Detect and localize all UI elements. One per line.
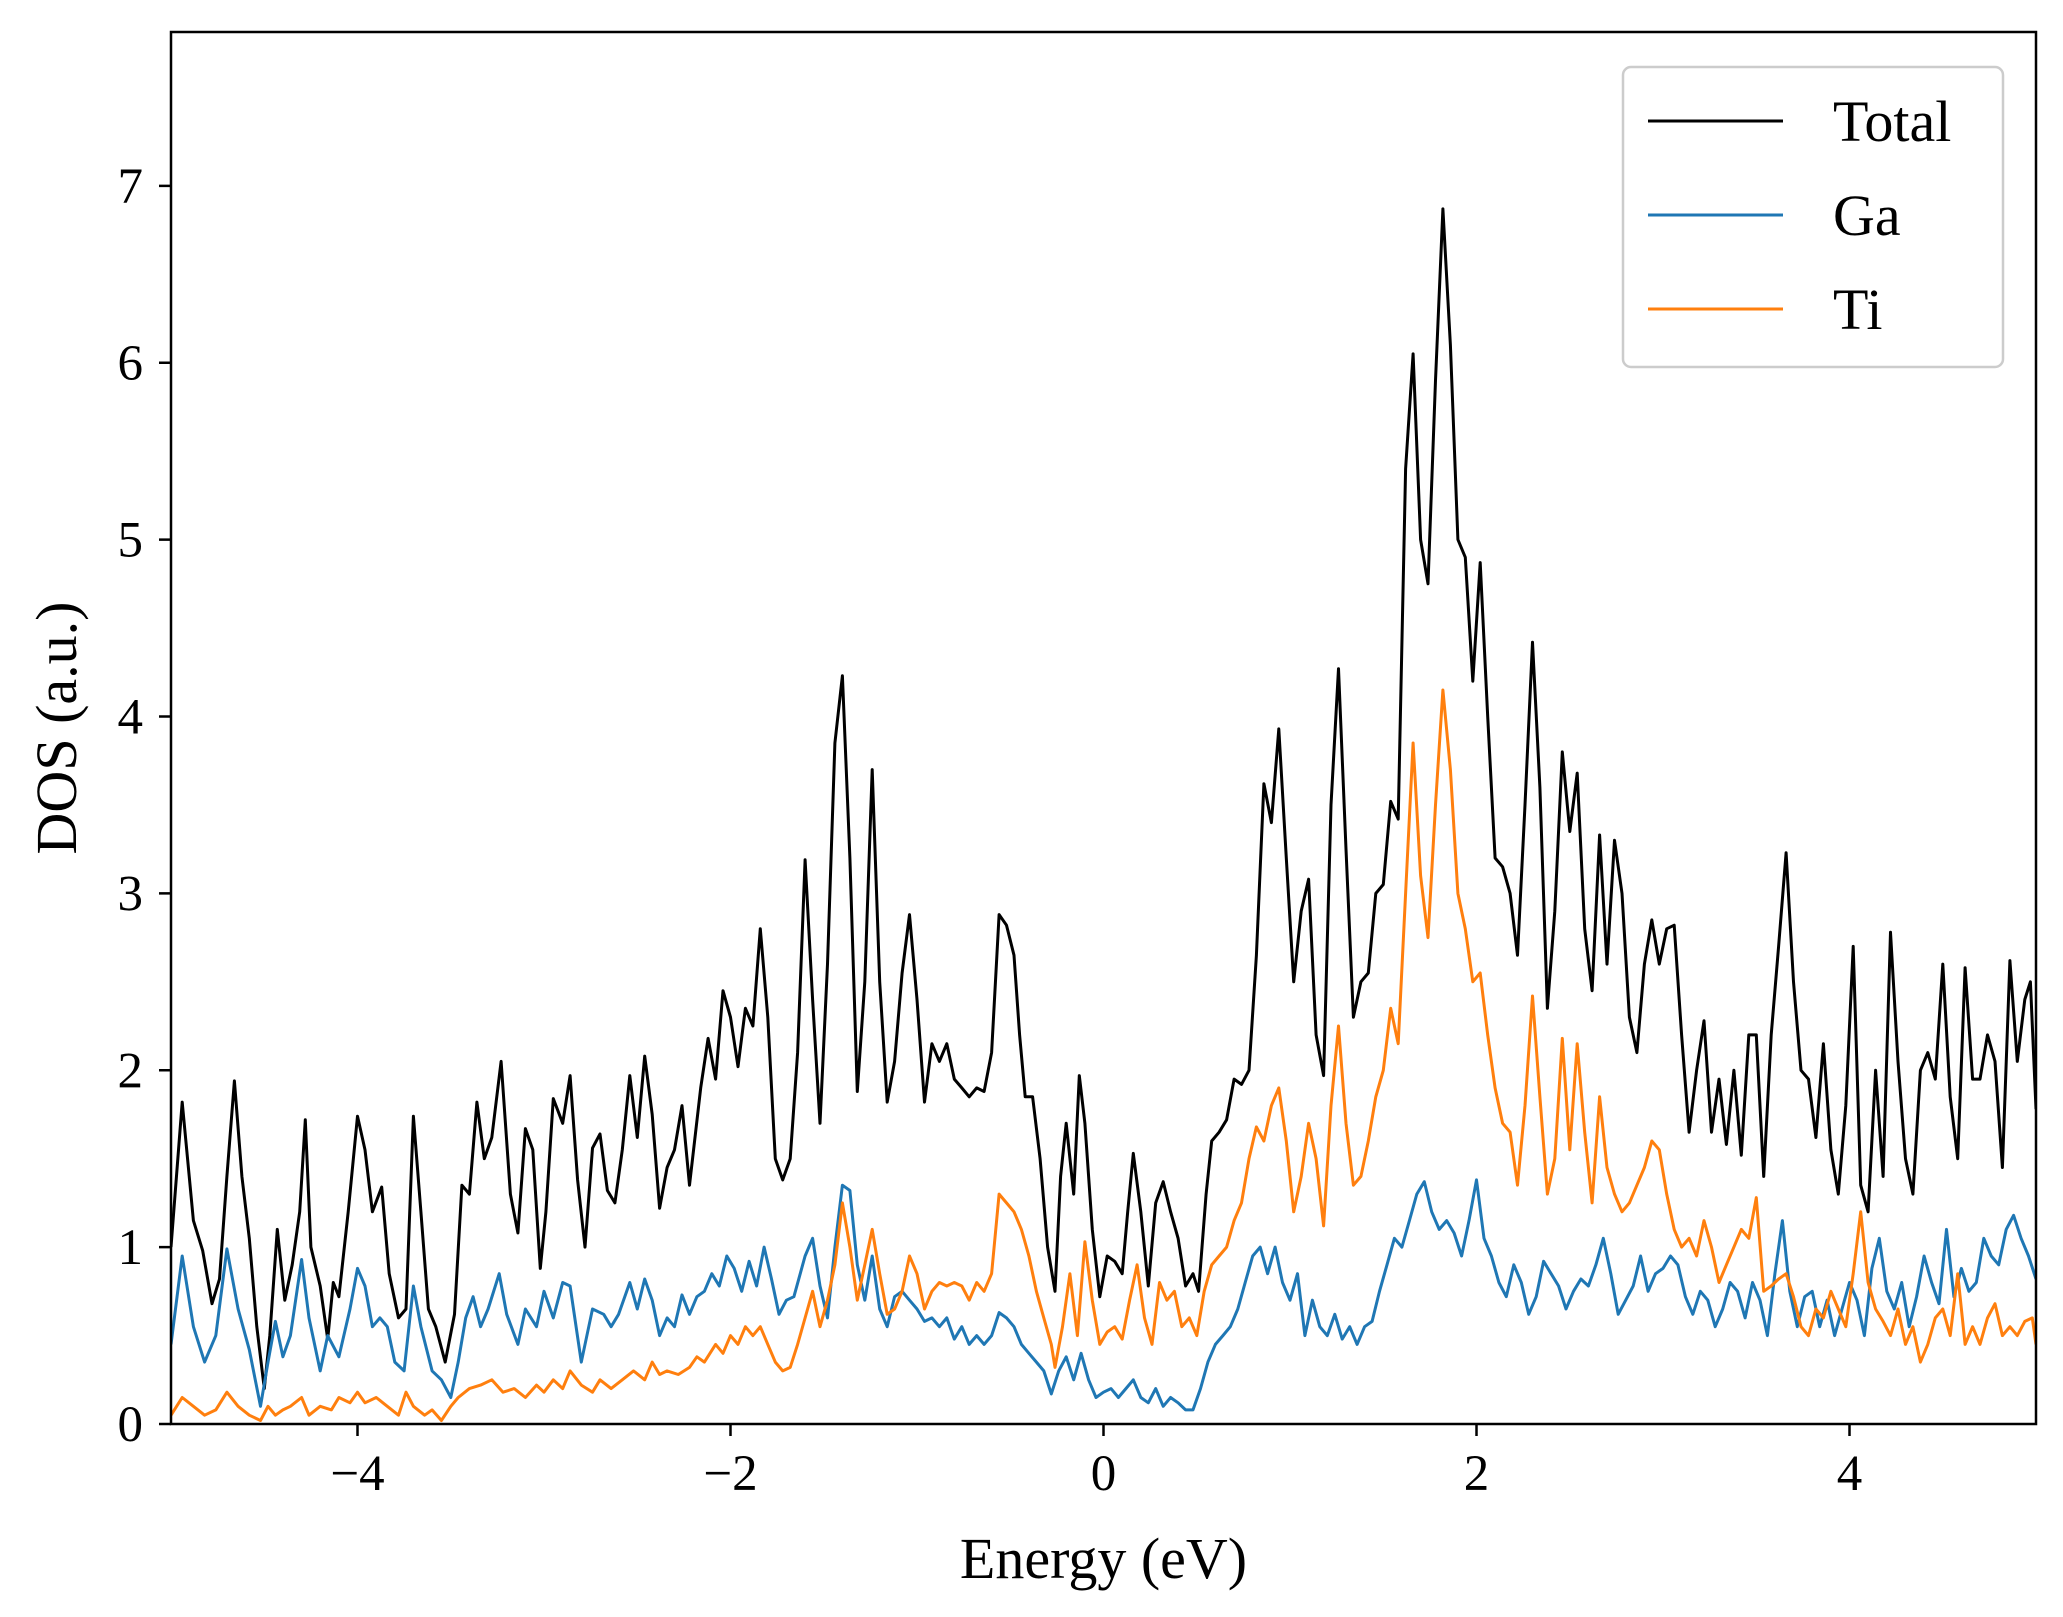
y-ticks: 0 1 2 3 4 5 6 7	[118, 159, 171, 1453]
series-line-ga	[171, 1178, 2036, 1412]
series-line-total	[171, 207, 2036, 1391]
x-tick-label: −4	[330, 1446, 384, 1502]
series-layer	[171, 207, 2036, 1422]
y-tick-label: 4	[118, 690, 144, 746]
y-tick-label: 5	[118, 513, 144, 569]
x-tick-label: 2	[1464, 1446, 1490, 1502]
x-ticks: −4 −2 0 2 4	[330, 1424, 1862, 1502]
y-tick-label: 1	[118, 1220, 144, 1276]
legend-box	[1621, 65, 2005, 369]
y-tick-label: 7	[118, 159, 144, 215]
plot-area: −4 −2 0 2 4 0 1 2 3 4 5 6 7	[118, 30, 2038, 1502]
y-axis-label: DOS (a.u.)	[24, 602, 89, 855]
x-tick-label: 4	[1837, 1446, 1863, 1502]
legend-label-total: Total	[1833, 89, 1951, 154]
x-axis-label: Energy (eV)	[960, 1526, 1247, 1591]
legend: Total Ga Ti	[1621, 65, 2005, 369]
y-tick-label: 0	[118, 1397, 144, 1453]
y-tick-label: 3	[118, 866, 144, 922]
x-tick-label: 0	[1091, 1446, 1117, 1502]
y-tick-label: 6	[118, 336, 144, 392]
legend-label-ti: Ti	[1833, 277, 1883, 342]
series-line-ti	[171, 688, 2036, 1422]
x-tick-label: −2	[703, 1446, 757, 1502]
legend-label-ga: Ga	[1833, 183, 1901, 248]
y-tick-label: 2	[118, 1043, 144, 1099]
legend-items: Total Ga Ti	[1648, 89, 1951, 342]
